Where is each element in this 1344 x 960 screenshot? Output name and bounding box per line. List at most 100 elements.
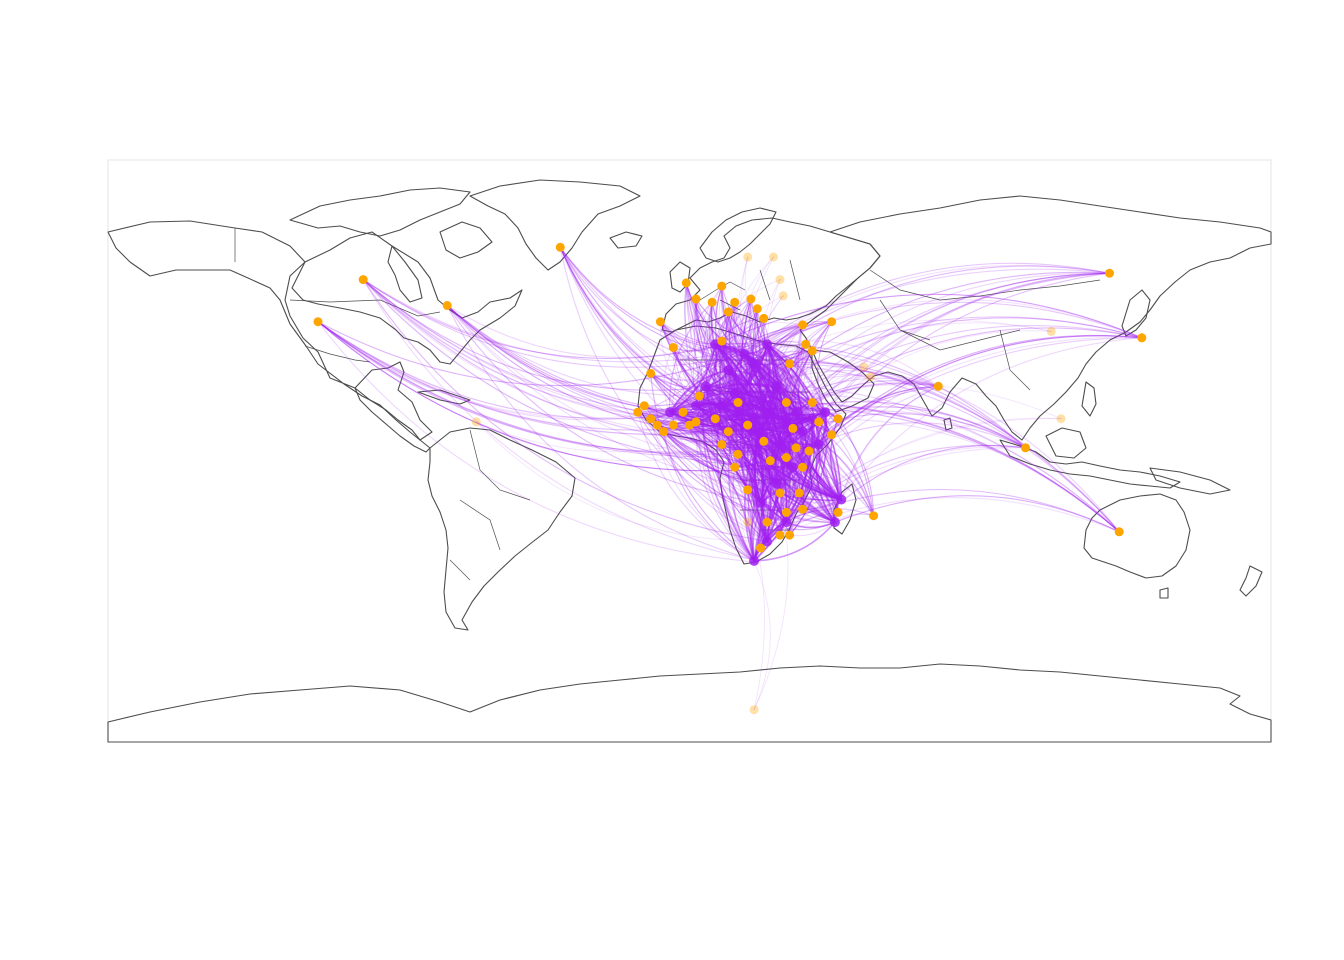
flow-line: [766, 340, 939, 387]
flow-line: [362, 279, 708, 391]
location-node: [1105, 268, 1114, 278]
flow-line: [813, 330, 1052, 421]
flow-line: [317, 321, 745, 387]
flow-line: [685, 282, 761, 435]
location-node: [827, 317, 837, 327]
flow-line: [650, 418, 787, 522]
flow-line: [754, 361, 1027, 449]
flow-line-africa: [669, 343, 717, 413]
flow-line: [362, 279, 746, 368]
flow-line: [721, 443, 781, 452]
flow-line: [735, 308, 767, 542]
flow-line: [643, 405, 767, 541]
flow-line: [446, 304, 735, 397]
flow-line: [753, 511, 839, 562]
flow-line: [672, 424, 762, 504]
flow-endpoint: [700, 381, 711, 392]
flow-line: [637, 411, 778, 485]
flow-line: [663, 412, 740, 434]
flow-endpoint: [762, 339, 772, 350]
flow-line: [670, 311, 729, 414]
tasmania-outline: [1159, 587, 1169, 599]
flow-line-africa: [733, 392, 765, 562]
flow-line-africa: [749, 501, 762, 562]
flow-line: [705, 285, 756, 562]
flow-line: [446, 304, 794, 468]
flow-line: [669, 301, 713, 413]
location-node: [646, 414, 656, 424]
location-node: [1046, 326, 1056, 336]
flow-endpoint: [771, 478, 782, 489]
location-node: [555, 242, 565, 252]
flow-line: [695, 298, 767, 345]
flow-endpoints: [665, 339, 847, 566]
flow-line: [787, 417, 1062, 524]
flow-line: [841, 385, 939, 501]
flow-line: [766, 344, 1120, 533]
flow-line: [650, 418, 843, 501]
flow-line: [819, 376, 871, 447]
flow-line: [446, 304, 761, 436]
flow-line: [739, 298, 752, 354]
location-node: [313, 317, 323, 327]
flow-line-africa: [695, 404, 762, 504]
antarctica-outline: [107, 663, 1272, 743]
flow-line: [650, 372, 842, 500]
flow-line: [711, 301, 745, 355]
flow-line: [362, 279, 762, 437]
new-zealand-outline: [1239, 565, 1263, 597]
flow-line: [700, 301, 755, 562]
location-node: [804, 446, 814, 456]
flow-line: [317, 321, 756, 563]
south-america-outline: [427, 427, 576, 631]
flow-line: [685, 282, 737, 395]
flow-line: [643, 405, 781, 447]
flow-line: [672, 346, 729, 371]
location-node: [769, 252, 778, 262]
flow-endpoint: [829, 517, 840, 528]
flow-line: [706, 387, 724, 446]
flow-line: [732, 301, 745, 355]
location-node: [652, 420, 662, 430]
south-america-borders: [449, 429, 531, 581]
location-node: [775, 275, 785, 285]
flow-line: [734, 391, 1120, 533]
flow-line: [785, 444, 1027, 522]
flow-line: [785, 508, 875, 523]
flow-line: [668, 268, 1111, 412]
location-node: [681, 278, 691, 288]
flow-endpoint: [765, 407, 776, 418]
flow-endpoint: [749, 358, 760, 369]
flow-line: [705, 317, 765, 388]
flow-line: [650, 372, 755, 562]
flow-line: [713, 298, 752, 344]
location-node: [743, 517, 753, 527]
location-node: [717, 281, 727, 291]
flow-line: [780, 272, 1111, 446]
flow-line: [659, 321, 756, 366]
flow-line: [695, 421, 754, 561]
flow-line: [734, 301, 788, 424]
flow-line-africa: [752, 482, 778, 562]
flow-line-africa: [766, 343, 826, 413]
flow-line: [317, 321, 793, 472]
flow-line: [362, 279, 794, 468]
flow-line: [559, 246, 728, 370]
caribbean-outline: [417, 389, 471, 405]
flow-line: [715, 293, 1143, 346]
japan-outline: [1121, 289, 1151, 337]
location-node: [723, 307, 733, 317]
flow-line: [317, 321, 672, 421]
flow-line: [816, 334, 1143, 444]
flow-line-africa: [733, 392, 826, 416]
flow-line: [767, 344, 833, 436]
flow-line: [842, 444, 1027, 502]
flow-line: [743, 256, 774, 356]
location-node: [869, 511, 879, 521]
flow-line: [650, 372, 778, 395]
flow-line: [714, 279, 781, 345]
flow-line: [819, 335, 1143, 447]
flow-line: [637, 391, 735, 416]
location-node: [798, 320, 808, 330]
location-node: [859, 362, 869, 372]
